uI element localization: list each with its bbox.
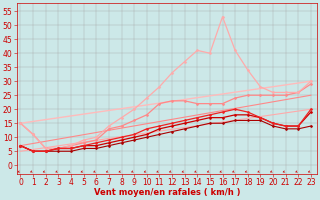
X-axis label: Vent moyen/en rafales ( km/h ): Vent moyen/en rafales ( km/h ) xyxy=(94,188,240,197)
